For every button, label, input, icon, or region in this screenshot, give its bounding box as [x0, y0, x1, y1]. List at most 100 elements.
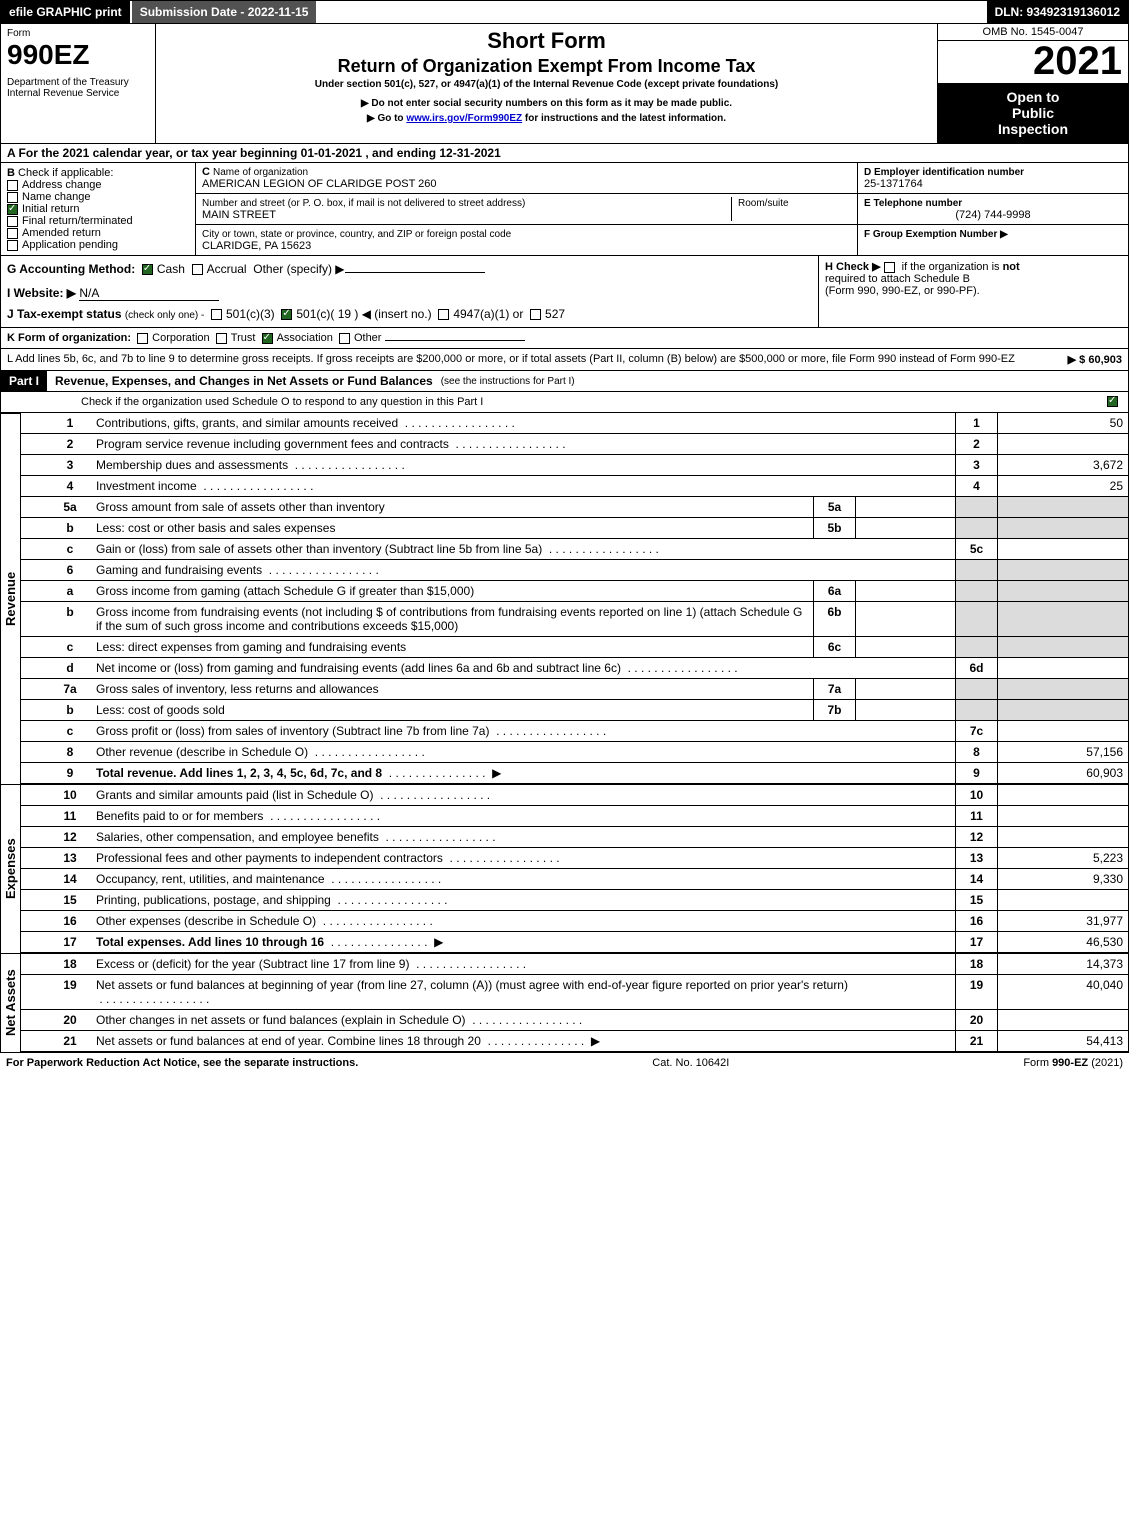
line-number: c: [49, 539, 91, 559]
line-value: [998, 497, 1128, 517]
line-number: c: [49, 721, 91, 741]
line-desc: Professional fees and other payments to …: [91, 848, 956, 868]
line-value: 3,672: [998, 455, 1128, 475]
org-name-lbl: Name of organization: [213, 167, 308, 178]
line-row: 8Other revenue (describe in Schedule O) …: [21, 741, 1128, 762]
chk-address-change[interactable]: [7, 180, 18, 191]
chk-h[interactable]: [884, 262, 895, 273]
line-spacer: [21, 539, 49, 559]
line-box-label: [956, 581, 998, 601]
line-box-label: 5c: [956, 539, 998, 559]
open-line2: Public: [942, 105, 1124, 121]
chk-527[interactable]: [530, 309, 541, 320]
line-box-label: 21: [956, 1031, 998, 1051]
chk-name-change[interactable]: [7, 192, 18, 203]
line-spacer: [21, 932, 49, 952]
line-spacer: [21, 827, 49, 847]
h-not: not: [1003, 261, 1020, 273]
line-spacer: [21, 560, 49, 580]
line-row: 18Excess or (deficit) for the year (Subt…: [21, 953, 1128, 974]
line-value: 57,156: [998, 742, 1128, 762]
chk-trust[interactable]: [216, 333, 227, 344]
chk-other-org[interactable]: [339, 333, 350, 344]
chk-corp[interactable]: [137, 333, 148, 344]
line-value: 54,413: [998, 1031, 1128, 1051]
chk-501c3[interactable]: [211, 309, 222, 320]
line-spacer: [21, 413, 49, 433]
h-line3: (Form 990, 990-EZ, or 990-PF).: [825, 285, 980, 297]
line-number: 7a: [49, 679, 91, 699]
chk-501c[interactable]: [281, 309, 292, 320]
line-value: [998, 827, 1128, 847]
efile-label[interactable]: efile GRAPHIC print: [1, 1, 130, 23]
h-line2: required to attach Schedule B: [825, 273, 970, 285]
line-desc: Gross sales of inventory, less returns a…: [91, 679, 956, 699]
line-row: cGain or (loss) from sale of assets othe…: [21, 538, 1128, 559]
inner-box-label: 5b: [813, 518, 855, 538]
inner-box-value: [855, 700, 955, 720]
line-spacer: [21, 700, 49, 720]
opt-initial-return: Initial return: [22, 203, 79, 215]
opt-527: 527: [545, 307, 565, 321]
opt-application-pending: Application pending: [22, 239, 118, 251]
line-desc: Grants and similar amounts paid (list in…: [91, 785, 956, 805]
section-bcdef: B Check if applicable: Address change Na…: [0, 163, 1129, 256]
other-specify-line[interactable]: [345, 272, 485, 273]
opt-501c3: 501(c)(3): [226, 307, 275, 321]
chk-accrual[interactable]: [192, 264, 203, 275]
j-sub: (check only one) -: [125, 310, 204, 321]
chk-cash[interactable]: [142, 264, 153, 275]
line-desc: Gross amount from sale of assets other t…: [91, 497, 956, 517]
line-row: cLess: direct expenses from gaming and f…: [21, 636, 1128, 657]
line-desc: Total revenue. Add lines 1, 2, 3, 4, 5c,…: [91, 763, 956, 783]
line-value: [998, 890, 1128, 910]
chk-final-return[interactable]: [7, 216, 18, 227]
line-number: 5a: [49, 497, 91, 517]
line-desc: Excess or (deficit) for the year (Subtra…: [91, 954, 956, 974]
form-number: 990EZ: [7, 39, 149, 71]
other-org-line[interactable]: [385, 340, 525, 341]
line-desc: Contributions, gifts, grants, and simila…: [91, 413, 956, 433]
line-desc-text: Less: cost of goods sold: [91, 700, 813, 720]
line-value: 5,223: [998, 848, 1128, 868]
irs-link[interactable]: www.irs.gov/Form990EZ: [406, 113, 522, 124]
chk-amended-return[interactable]: [7, 228, 18, 239]
line-spacer: [21, 763, 49, 783]
line-row: cGross profit or (loss) from sales of in…: [21, 720, 1128, 741]
k-label: K Form of organization:: [7, 332, 131, 344]
city-lbl: City or town, state or province, country…: [202, 229, 511, 240]
opt-other: Other (specify) ▶: [253, 262, 344, 276]
line-number: 13: [49, 848, 91, 868]
chk-assoc[interactable]: [262, 333, 273, 344]
opt-other-org: Other: [354, 332, 382, 344]
line-row: 9Total revenue. Add lines 1, 2, 3, 4, 5c…: [21, 762, 1128, 783]
line-box-label: 6d: [956, 658, 998, 678]
line-row: 14Occupancy, rent, utilities, and mainte…: [21, 868, 1128, 889]
c-label: C: [202, 166, 210, 178]
chk-initial-return[interactable]: [7, 204, 18, 215]
line-row: bLess: cost of goods sold7b: [21, 699, 1128, 720]
chk-4947[interactable]: [438, 309, 449, 320]
line-box-label: 9: [956, 763, 998, 783]
goto-pre: ▶ Go to: [367, 113, 406, 124]
dept-line2: Internal Revenue Service: [7, 88, 149, 99]
opt-4947: 4947(a)(1) or: [453, 307, 523, 321]
opt-501c: 501(c)( 19 ) ◀ (insert no.): [296, 307, 431, 321]
line-number: 9: [49, 763, 91, 783]
line-spacer: [21, 1031, 49, 1051]
line-spacer: [21, 497, 49, 517]
line-desc: Program service revenue including govern…: [91, 434, 956, 454]
chk-schedule-o[interactable]: [1107, 396, 1118, 407]
subtitle: Under section 501(c), 527, or 4947(a)(1)…: [162, 79, 931, 90]
line-box-label: 7c: [956, 721, 998, 741]
line-number: 1: [49, 413, 91, 433]
line-desc: Less: cost of goods sold7b: [91, 700, 956, 720]
line-box-label: 1: [956, 413, 998, 433]
line-desc: Other changes in net assets or fund bala…: [91, 1010, 956, 1030]
chk-application-pending[interactable]: [7, 240, 18, 251]
line-number: 3: [49, 455, 91, 475]
line-row: 17Total expenses. Add lines 10 through 1…: [21, 931, 1128, 952]
opt-address-change: Address change: [22, 179, 102, 191]
line-value: 40,040: [998, 975, 1128, 1009]
part-i-header: Part I Revenue, Expenses, and Changes in…: [0, 371, 1129, 392]
